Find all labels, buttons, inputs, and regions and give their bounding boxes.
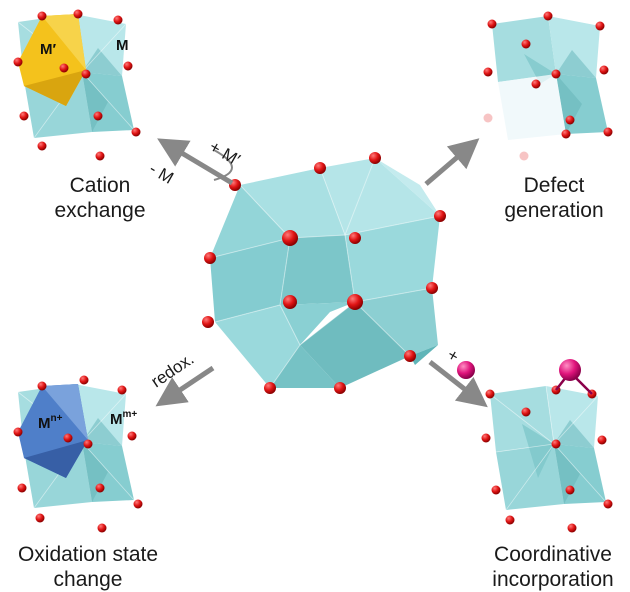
caption-oxidation-state-change: Oxidation state change bbox=[0, 542, 176, 592]
oxygen-atoms bbox=[483, 11, 613, 161]
m-prime-label: M′ bbox=[40, 41, 56, 58]
defect-generation-arrow bbox=[424, 138, 480, 186]
caption-line: generation bbox=[504, 199, 604, 222]
coordinative-incorporation-cluster bbox=[481, 359, 613, 533]
caption-coordinative-incorporation: Coordinative incorporation bbox=[478, 542, 628, 592]
bound-guest-atom bbox=[555, 359, 593, 395]
oxygen-atoms bbox=[202, 152, 446, 394]
m-n-plus-label: Mn+ bbox=[38, 413, 63, 432]
central-cluster bbox=[202, 152, 446, 394]
missing-octahedron bbox=[498, 74, 566, 140]
oxygen-atoms bbox=[481, 385, 613, 533]
caption-line: incorporation bbox=[492, 568, 614, 591]
m-m-plus-label: Mm+ bbox=[110, 409, 137, 428]
oxygen-atoms bbox=[13, 9, 141, 161]
m-label: M bbox=[116, 37, 129, 54]
cation-exchange-cluster bbox=[13, 9, 141, 161]
caption-line: change bbox=[53, 568, 123, 591]
coordinative-incorporation-arrow bbox=[428, 360, 488, 408]
caption-line: Cation bbox=[69, 174, 131, 197]
defect-generation-cluster bbox=[483, 11, 613, 161]
caption-line: Coordinative bbox=[494, 543, 612, 566]
caption-line: Oxidation state bbox=[17, 543, 159, 566]
plus-guest-label: + bbox=[444, 345, 462, 366]
caption-line: exchange bbox=[54, 199, 146, 222]
caption-line: Defect bbox=[523, 174, 585, 197]
cation-exchange-arrow bbox=[157, 138, 234, 186]
oxidation-state-cluster bbox=[13, 375, 143, 533]
guest-atom bbox=[457, 361, 475, 379]
plus-m-prime-label: + M′ bbox=[206, 137, 243, 169]
redox-arrow bbox=[155, 365, 215, 407]
oxygen-atoms bbox=[13, 375, 143, 533]
caption-cation-exchange: Cation exchange bbox=[30, 173, 170, 223]
caption-defect-generation: Defect generation bbox=[484, 173, 624, 223]
